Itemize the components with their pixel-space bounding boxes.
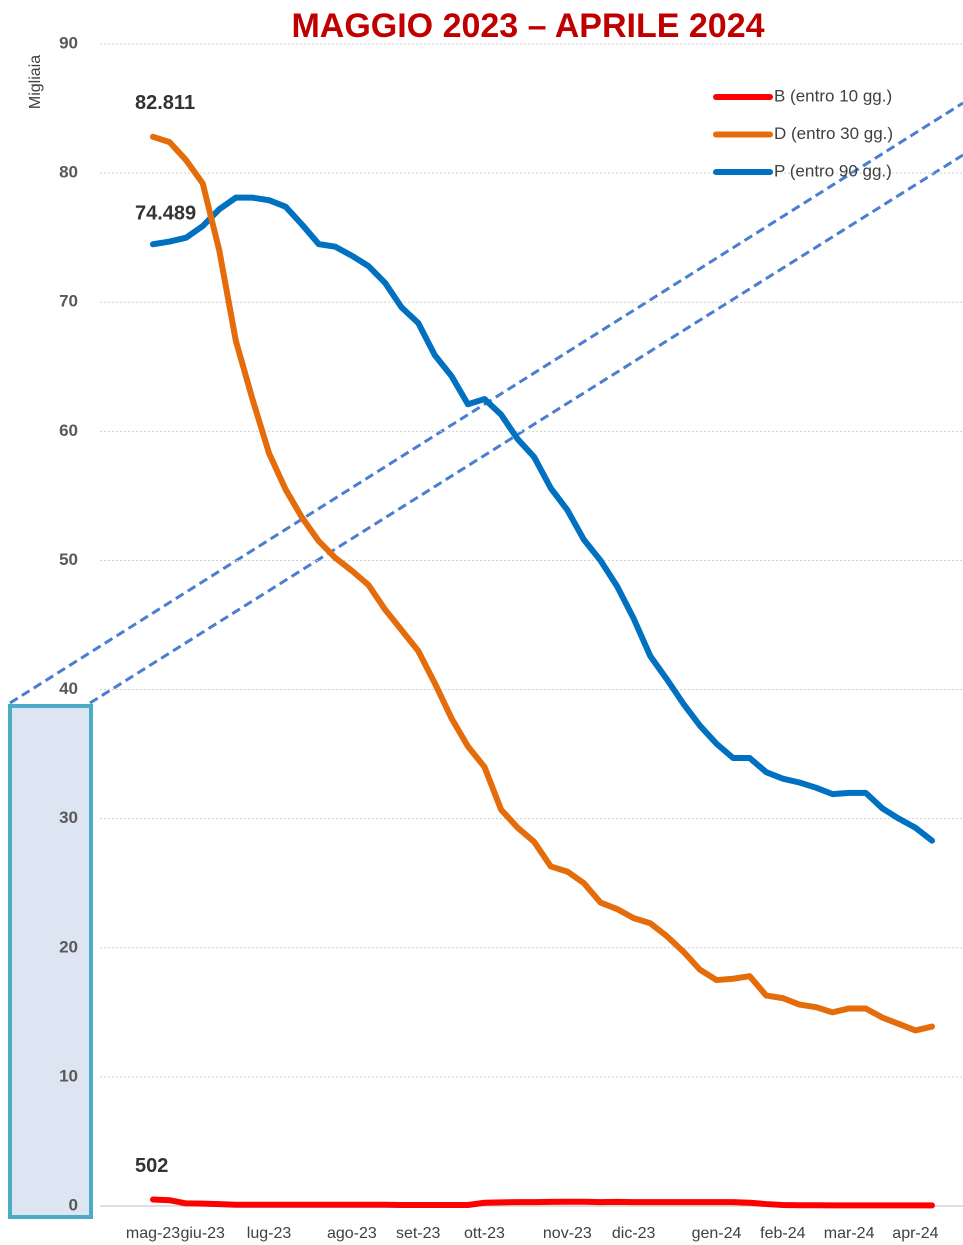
x-tick-label: feb-24 [760, 1225, 805, 1242]
x-tick-label: giu-23 [180, 1225, 225, 1242]
legend-label: D (entro 30 gg.) [774, 124, 893, 143]
data-label: 82.811 [135, 92, 195, 114]
x-tick-label: set-23 [396, 1225, 441, 1242]
y-tick-label: 0 [69, 1195, 78, 1214]
y-tick-label: 40 [59, 679, 78, 698]
x-tick-label: ott-23 [464, 1225, 505, 1242]
x-tick-label: mag-23 [126, 1225, 180, 1242]
y-tick-label: 60 [59, 421, 78, 440]
x-tick-label: dic-23 [612, 1225, 656, 1242]
dashed-guide [89, 153, 963, 705]
legend-label: B (entro 10 gg.) [774, 86, 892, 105]
y-tick-label: 80 [59, 163, 78, 182]
legend-label: P (entro 90 gg.) [774, 161, 892, 180]
y-tick-label: 50 [59, 550, 78, 569]
y-tick-label: 30 [59, 808, 78, 827]
x-tick-label: apr-24 [892, 1225, 938, 1242]
data-label: 502 [135, 1155, 168, 1177]
x-tick-label: mar-24 [824, 1225, 875, 1242]
y-axis-label: Migliaia [27, 55, 44, 109]
x-tick-label: gen-24 [692, 1225, 742, 1242]
chart-title: MAGGIO 2023 – APRILE 2024 [291, 7, 764, 45]
x-tick-label: nov-23 [543, 1225, 592, 1242]
y-tick-label: 20 [59, 937, 78, 956]
data-label: 74.489 [135, 203, 196, 225]
y-tick-label: 10 [59, 1066, 78, 1085]
x-tick-label: lug-23 [247, 1225, 292, 1242]
y-tick-label: 90 [59, 33, 78, 52]
y-tick-label: 70 [59, 292, 78, 311]
series-line [150, 133, 935, 1034]
x-tick-label: ago-23 [327, 1225, 377, 1242]
series-line [150, 1196, 935, 1209]
series-line [150, 194, 935, 844]
highlight-box [8, 704, 93, 1219]
